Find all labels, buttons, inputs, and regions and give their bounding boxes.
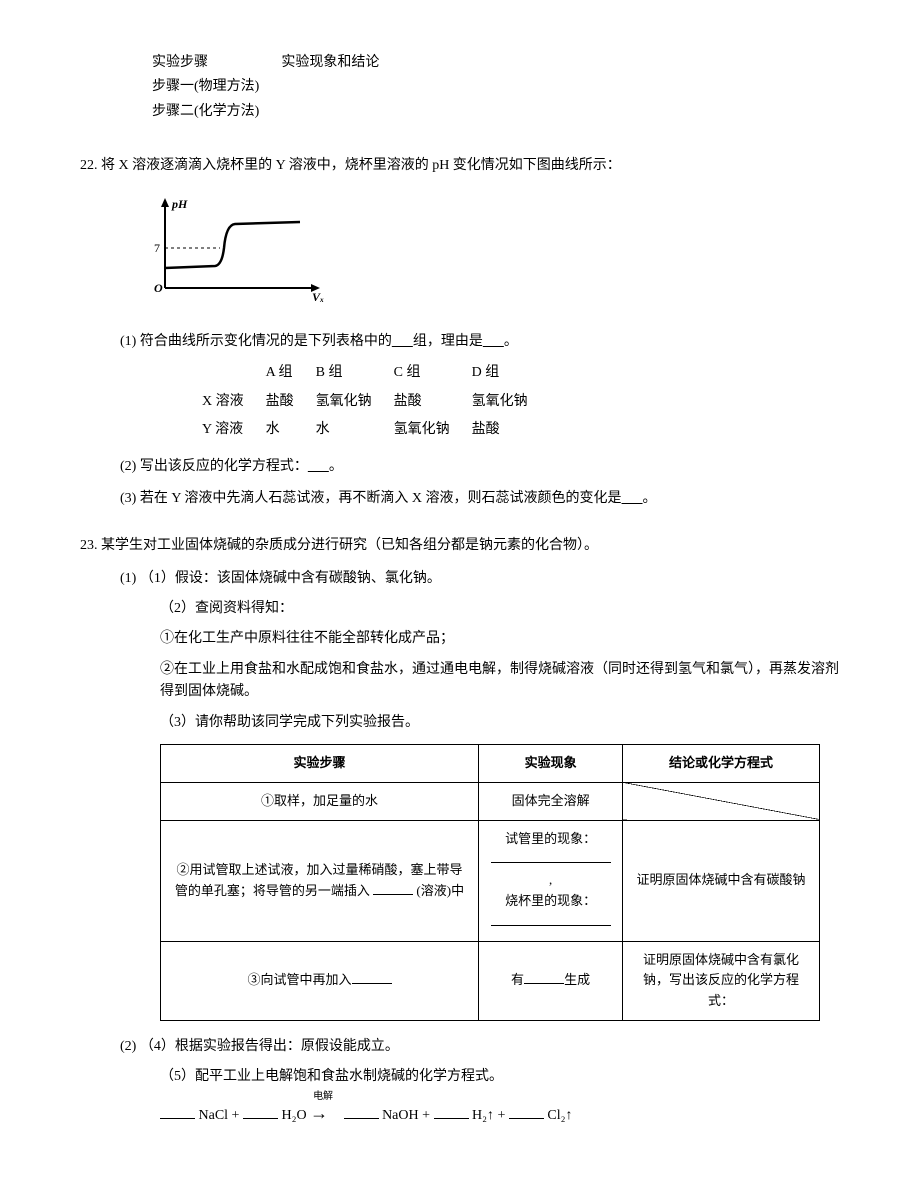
eq-t4: H₂↑ +	[472, 1108, 505, 1123]
exp-h3: 结论或化学方程式	[623, 745, 820, 783]
exp-r3c3: 证明原固体烧碱中含有氯化钠，写出该反应的化学方程式：	[623, 941, 820, 1020]
blank	[352, 983, 392, 984]
blank	[491, 862, 611, 863]
exp-r2c1: ②用试管取上述试液，加入过量稀硝酸，塞上带导管的单孔塞；将导管的另一端插入 (溶…	[161, 820, 479, 941]
opt-row2h: X 溶液	[202, 389, 264, 415]
question-22: 22. 将 X 溶液逐滴滴入烧杯里的 Y 溶液中，烧杯里溶液的 pH 变化情况如…	[80, 155, 840, 510]
opt-colD: D 组	[472, 360, 548, 386]
exp-r3c2b: 生成	[564, 972, 590, 987]
q22-sub3-text1: 若在 Y 溶液中先滴人石蕊试液，再不断滴入 X 溶液，则石蕊试液颜色的变化是	[140, 491, 622, 506]
eq-t1: NaCl +	[199, 1108, 240, 1123]
top-table-header-2: 实验现象和结论	[271, 52, 389, 74]
opt-r2b: 氢氧化钠	[316, 389, 392, 415]
opt-empty	[202, 360, 264, 386]
q23-text: 某学生对工业固体烧碱的杂质成分进行研究（已知各组分都是钠元素的化合物）。	[101, 538, 598, 553]
exp-r1c3-diagonal	[623, 782, 820, 820]
top-steps-table: 实验步骤 实验现象和结论 步骤一(物理方法) 步骤二(化学方法)	[140, 50, 391, 125]
q22-sub1-text3: 。	[504, 334, 518, 349]
opt-r2d: 氢氧化钠	[472, 389, 548, 415]
top-table-step2: 步骤二(化学方法)	[142, 101, 269, 123]
svg-text:Vₓ: Vₓ	[312, 290, 324, 304]
q23-number: 23.	[80, 538, 98, 553]
eq-arrow: →	[310, 1103, 328, 1123]
opt-colA: A 组	[266, 360, 314, 386]
q22-text: 将 X 溶液逐滴滴入烧杯里的 Y 溶液中，烧杯里溶液的 pH 变化情况如下图曲线…	[101, 158, 621, 173]
question-23: 23. 某学生对工业固体烧碱的杂质成分进行研究（已知各组分都是钠元素的化合物）。…	[80, 535, 840, 1127]
exp-r3c2a: 有	[511, 972, 524, 987]
experiment-table: 实验步骤 实验现象 结论或化学方程式 ①取样，加足量的水 固体完全溶解 ②用试管…	[160, 744, 820, 1021]
q22-sub1-text1: 符合曲线所示变化情况的是下列表格中的	[140, 334, 392, 349]
opt-r3b: 水	[316, 417, 392, 443]
q22-sub2-text1: 写出该反应的化学方程式：	[140, 459, 308, 474]
blank	[483, 334, 504, 349]
blank	[622, 491, 643, 506]
q22-sub3-num: (3)	[120, 491, 136, 506]
exp-r3c1: ③向试管中再加入	[161, 941, 479, 1020]
exp-r1c1: ①取样，加足量的水	[161, 782, 479, 820]
q22-sub2: (2) 写出该反应的化学方程式： 。	[120, 456, 840, 478]
svg-text:O: O	[154, 281, 163, 295]
blank	[344, 1118, 379, 1119]
q22-number: 22.	[80, 158, 98, 173]
opt-colB: B 组	[316, 360, 392, 386]
svg-text:7: 7	[154, 241, 160, 255]
q22-sub1: (1) 符合曲线所示变化情况的是下列表格中的 组，理由是 。 A 组 B 组 C…	[120, 331, 840, 446]
eq-t2: H₂O	[281, 1108, 306, 1123]
q22-options-table: A 组 B 组 C 组 D 组 X 溶液 盐酸 氢氧化钠 盐酸 氢氧化钠 Y 溶…	[200, 358, 550, 445]
q23-sub1: (1) （1）假设：该固体烧碱中含有碳酸钠、氯化钠。	[120, 568, 840, 590]
svg-text:pH: pH	[171, 197, 188, 211]
exp-r3c1a: ③向试管中再加入	[248, 972, 352, 987]
q23-sub1-num: (1)	[120, 571, 136, 586]
q23-sub2-num: (2)	[120, 1039, 136, 1054]
exp-r2c2b: 烧杯里的现象：	[505, 893, 596, 908]
opt-r2a: 盐酸	[266, 389, 314, 415]
q22-sub1-text2: 组，理由是	[413, 334, 483, 349]
opt-row3h: Y 溶液	[202, 417, 264, 443]
opt-r3c: 氢氧化钠	[394, 417, 470, 443]
eq-t5: Cl₂↑	[547, 1108, 572, 1123]
blank	[524, 983, 564, 984]
blank	[509, 1118, 544, 1119]
q23-sub1-1: （1）假设：该固体烧碱中含有碳酸钠、氯化钠。	[140, 571, 441, 586]
chemical-equation: NaCl + H₂O 电解 → NaOH + H₂↑ + Cl₂↑	[160, 1099, 840, 1128]
q22-sub3: (3) 若在 Y 溶液中先滴人石蕊试液，再不断滴入 X 溶液，则石蕊试液颜色的变…	[120, 488, 840, 510]
q23-sub1-2: （2）查阅资料得知：	[160, 598, 840, 620]
exp-r2c1b: (溶液)中	[416, 883, 464, 898]
top-table-header-1: 实验步骤	[142, 52, 269, 74]
opt-r3d: 盐酸	[472, 417, 548, 443]
q22-sub3-text2: 。	[643, 491, 657, 506]
q22-sub1-num: (1)	[120, 334, 136, 349]
blank	[243, 1118, 278, 1119]
q23-sub2-5: （5）配平工业上电解饱和食盐水制烧碱的化学方程式。	[160, 1066, 840, 1088]
top-table-step1: 步骤一(物理方法)	[142, 76, 269, 98]
q23-sub2: (2) （4）根据实验报告得出：原假设能成立。	[120, 1036, 840, 1058]
exp-h2: 实验现象	[479, 745, 623, 783]
q23-line2: ②在工业上用食盐和水配成饱和食盐水，通过通电电解，制得烧碱溶液（同时还得到氢气和…	[160, 659, 840, 704]
q23-sub1-3: （3）请你帮助该同学完成下列实验报告。	[160, 712, 840, 734]
blank	[160, 1118, 195, 1119]
q22-sub2-text2: 。	[329, 459, 343, 474]
opt-r2c: 盐酸	[394, 389, 470, 415]
exp-r1c2: 固体完全溶解	[479, 782, 623, 820]
exp-r2c2a: 试管里的现象：	[505, 831, 596, 846]
blank	[373, 894, 413, 895]
blank	[491, 925, 611, 926]
eq-cond: 电解	[313, 1089, 333, 1105]
blank	[434, 1118, 469, 1119]
ph-graph: pH O Vₓ 7	[140, 193, 840, 316]
ph-curve-svg: pH O Vₓ 7	[140, 193, 340, 308]
blank	[392, 334, 413, 349]
eq-t3: NaOH +	[382, 1108, 430, 1123]
q23-line1: ①在化工生产中原料往往不能全部转化成产品；	[160, 628, 840, 650]
opt-colC: C 组	[394, 360, 470, 386]
q23-sub2-4: （4）根据实验报告得出：原假设能成立。	[140, 1039, 399, 1054]
blank	[308, 459, 329, 474]
opt-r3a: 水	[266, 417, 314, 443]
q22-sub2-num: (2)	[120, 459, 136, 474]
exp-h1: 实验步骤	[161, 745, 479, 783]
exp-r2c2: 试管里的现象： , 烧杯里的现象：	[479, 820, 623, 941]
exp-r2c3: 证明原固体烧碱中含有碳酸钠	[623, 820, 820, 941]
exp-r3c2: 有 生成	[479, 941, 623, 1020]
